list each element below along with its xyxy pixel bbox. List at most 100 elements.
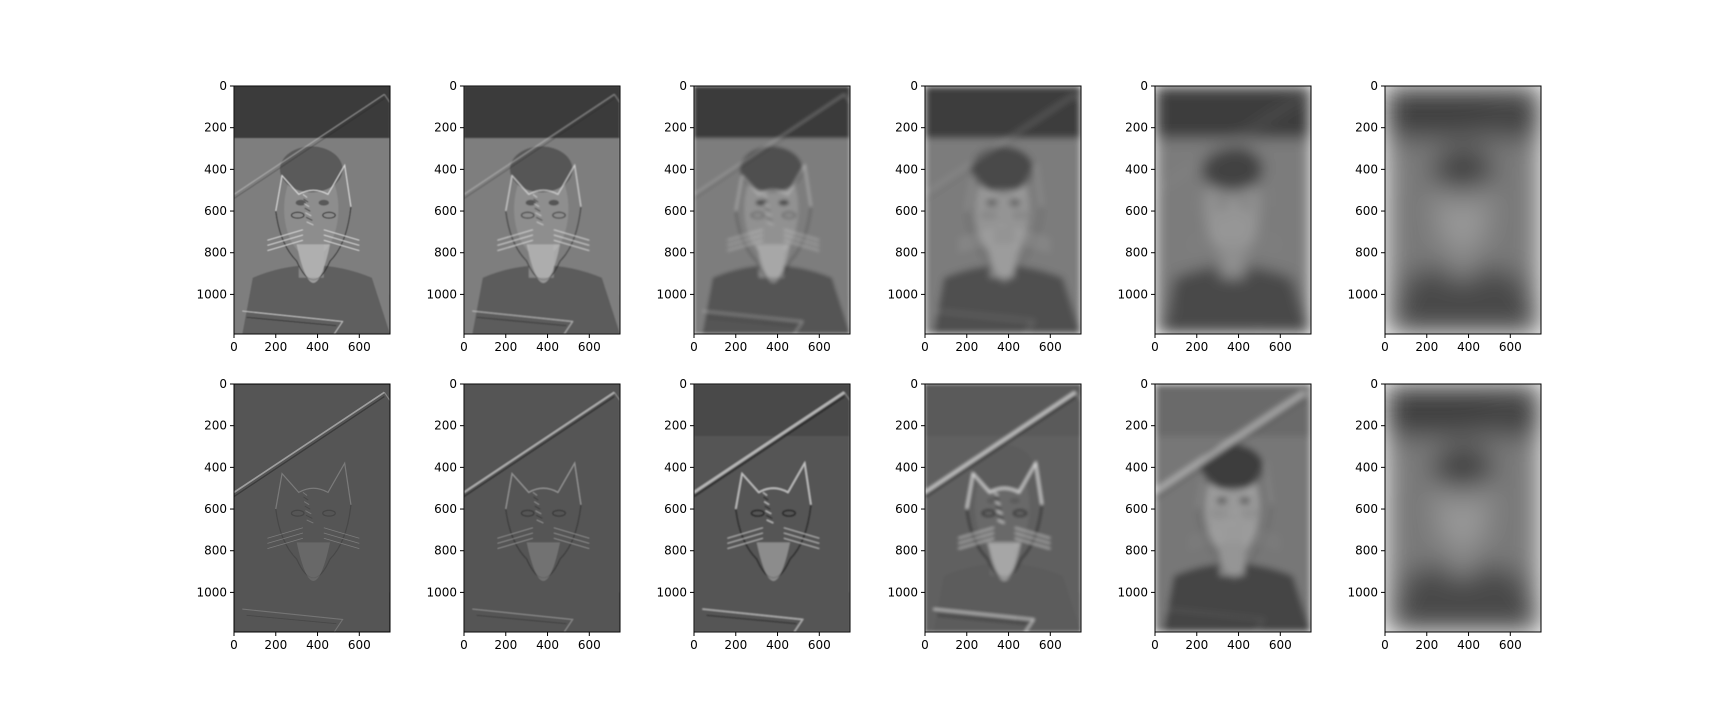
diagonal-edge xyxy=(1155,93,1306,195)
diagonal-edge xyxy=(1385,391,1536,493)
cat-outline xyxy=(1163,460,1281,632)
image-panel-r0c0: 0 200 400 600 0 200 400 600 800 1000 xyxy=(196,79,391,354)
x-tick-label: 600 xyxy=(808,340,831,354)
cat-outline xyxy=(472,163,590,334)
y-tick-label: 1000 xyxy=(887,585,918,599)
cat-outline xyxy=(472,461,590,632)
y-tick-label: 800 xyxy=(664,246,687,260)
y-tick-label: 400 xyxy=(664,460,687,474)
diagonal-edge xyxy=(925,390,1077,494)
x-tick-label: 600 xyxy=(1499,340,1522,354)
y-tick-label: 1000 xyxy=(426,287,457,301)
y-tick-label: 200 xyxy=(204,121,227,135)
x-tick-label: 200 xyxy=(724,340,747,354)
x-tick-label: 400 xyxy=(536,638,559,652)
y-tick-label: 600 xyxy=(434,204,457,218)
x-tick-label: 600 xyxy=(1269,638,1292,652)
y-tick-label: 600 xyxy=(434,502,457,516)
y-tick-label: 600 xyxy=(1355,204,1378,218)
panel-image xyxy=(1385,384,1541,632)
y-tick-label: 600 xyxy=(895,204,918,218)
axes-frame xyxy=(233,383,391,633)
y-tick-label: 800 xyxy=(1125,544,1148,558)
x-tick-label: 0 xyxy=(921,638,929,652)
image-dark-band xyxy=(925,86,1081,139)
diagonal-edge xyxy=(1385,93,1536,195)
panel-image xyxy=(1385,86,1541,334)
y-tick-label: 1000 xyxy=(887,287,918,301)
x-tick-label: 400 xyxy=(997,340,1020,354)
x-tick-label: 200 xyxy=(494,340,517,354)
y-tick-label: 800 xyxy=(434,544,457,558)
x-tick-label: 400 xyxy=(1457,638,1480,652)
x-tick-label: 0 xyxy=(1381,340,1389,354)
y-tick-label: 0 xyxy=(219,79,227,93)
y-tick-label: 1000 xyxy=(1117,287,1148,301)
y-tick-label: 1000 xyxy=(1117,585,1148,599)
y-tick-label: 400 xyxy=(1355,460,1378,474)
y-tick-label: 0 xyxy=(449,377,457,391)
y-tick-label: 400 xyxy=(1355,162,1378,176)
x-tick-label: 0 xyxy=(1381,638,1389,652)
y-tick-label: 400 xyxy=(204,460,227,474)
panel-image xyxy=(925,86,1081,334)
y-tick-label: 600 xyxy=(1125,204,1148,218)
diagonal-edge xyxy=(234,93,385,195)
y-tick-label: 200 xyxy=(1125,419,1148,433)
panel-image xyxy=(925,384,1081,632)
x-tick-label: 600 xyxy=(1269,340,1292,354)
y-tick-label: 1000 xyxy=(426,585,457,599)
y-tick-label: 600 xyxy=(1125,502,1148,516)
y-tick-label: 0 xyxy=(449,79,457,93)
y-tick-label: 800 xyxy=(895,544,918,558)
y-tick-label: 200 xyxy=(664,419,687,433)
image-panel-r0c5: 0 200 400 600 0 200 400 600 800 1000 xyxy=(1347,79,1542,354)
x-tick-label: 200 xyxy=(1185,638,1208,652)
y-tick-label: 400 xyxy=(434,162,457,176)
axes-frame xyxy=(233,85,391,335)
x-tick-label: 400 xyxy=(306,340,329,354)
x-tick-label: 400 xyxy=(536,340,559,354)
image-dark-band xyxy=(694,86,850,139)
x-tick-label: 0 xyxy=(460,638,468,652)
y-tick-label: 800 xyxy=(1355,544,1378,558)
panel-image xyxy=(234,86,390,334)
image-dark-band xyxy=(464,86,620,139)
diagonal-edge xyxy=(234,391,385,494)
image-dark-band xyxy=(694,384,850,437)
panel-image xyxy=(694,86,850,334)
x-tick-label: 0 xyxy=(921,340,929,354)
image-dark-band xyxy=(464,384,620,437)
y-tick-label: 400 xyxy=(1125,162,1148,176)
diagonal-edge xyxy=(464,93,615,195)
x-tick-label: 600 xyxy=(1039,340,1062,354)
y-tick-label: 1000 xyxy=(656,287,687,301)
cat-outline xyxy=(933,163,1051,334)
x-tick-label: 600 xyxy=(348,638,371,652)
y-tick-label: 0 xyxy=(910,79,918,93)
panel-image xyxy=(464,86,620,334)
y-tick-label: 800 xyxy=(664,544,687,558)
panel-image xyxy=(1155,86,1311,334)
x-tick-label: 0 xyxy=(1151,638,1159,652)
y-tick-label: 200 xyxy=(1355,121,1378,135)
man-silhouette xyxy=(1393,146,1541,334)
y-tick-label: 1000 xyxy=(656,585,687,599)
y-tick-label: 200 xyxy=(1125,121,1148,135)
y-tick-label: 1000 xyxy=(196,585,227,599)
man-silhouette xyxy=(1393,444,1541,632)
y-tick-label: 400 xyxy=(664,162,687,176)
x-tick-label: 400 xyxy=(1227,638,1250,652)
x-tick-label: 200 xyxy=(955,340,978,354)
x-tick-label: 600 xyxy=(808,638,831,652)
x-tick-label: 600 xyxy=(578,340,601,354)
y-tick-label: 600 xyxy=(204,204,227,218)
image-panel-r1c3: 0 200 400 600 0 200 400 600 800 1000 xyxy=(887,377,1082,652)
diagonal-edge xyxy=(694,391,846,494)
image-dark-band xyxy=(1155,384,1311,437)
y-tick-label: 1000 xyxy=(1347,585,1378,599)
panels-grid: 0 200 400 600 0 200 400 600 800 1000 0 200 400 600 0 20… xyxy=(196,79,1542,652)
y-tick-label: 400 xyxy=(434,460,457,474)
y-tick-label: 0 xyxy=(679,79,687,93)
